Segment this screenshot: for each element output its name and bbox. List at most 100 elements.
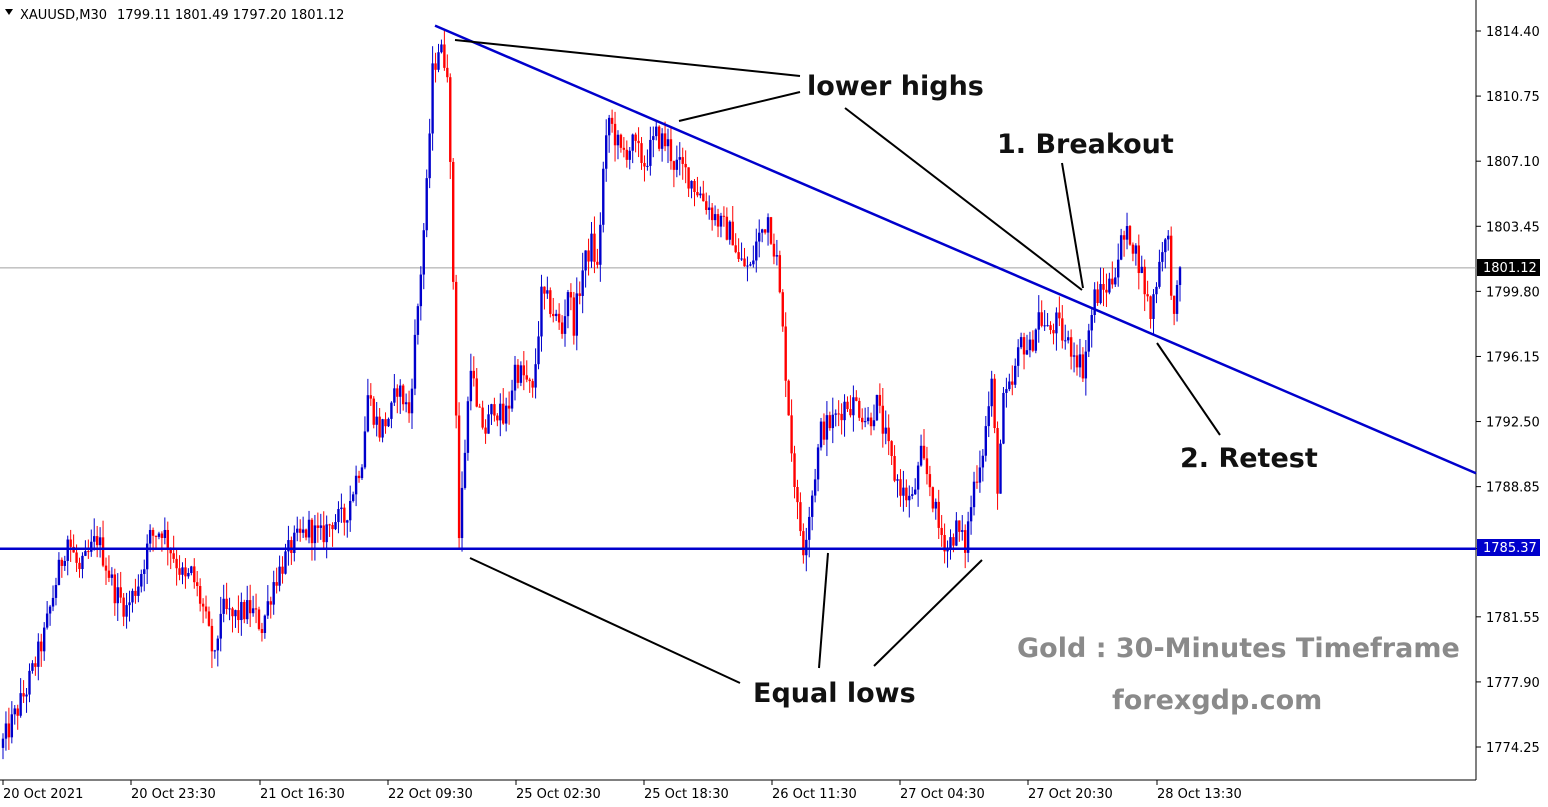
candle-body [825,415,829,440]
candle [493,397,496,422]
candle-body [531,381,534,388]
candle [372,396,375,429]
candle-body [178,568,181,575]
y-tick-label: 1788.85 [1486,481,1540,496]
candle [381,418,384,443]
candle [607,114,611,153]
candle [961,515,964,541]
candle-body [1143,266,1146,295]
candle [913,478,917,496]
candle [349,485,352,532]
candle [22,680,25,703]
candle-body [1093,289,1096,316]
candle-body [269,601,272,605]
candle-body [481,407,484,428]
x-tick-label: 20 Oct 23:30 [131,787,216,802]
candle-body [869,417,873,427]
candle [510,379,514,412]
x-tick-label: 25 Oct 02:30 [516,787,601,802]
candle-body [490,404,493,415]
candle-body [584,250,587,271]
candle [787,379,790,416]
candle-body [107,570,111,578]
candle [357,470,361,483]
candle-body [943,535,946,552]
candle [13,705,16,725]
candle [42,622,46,661]
candle [581,252,584,314]
candle-body [766,217,770,233]
candle [687,167,690,197]
candle-body [1049,325,1052,331]
candle-body [875,394,879,421]
candle-body [616,134,620,146]
candle-body [231,608,234,617]
candle-body [349,500,352,521]
candle [1125,212,1129,250]
candle [316,512,320,543]
candle-body [1028,339,1032,351]
candle-body [725,216,729,240]
candle-body [375,416,378,425]
candle [143,559,146,592]
candle [19,678,22,718]
candle [1175,280,1179,322]
candle [1105,273,1108,307]
dropdown-triangle-icon[interactable] [5,9,13,15]
candle-body [163,529,167,538]
candle [546,276,549,299]
candle-body [1169,235,1173,296]
candle-body [925,458,929,475]
candle-body [343,507,346,523]
candle [472,356,475,387]
candle [678,142,681,176]
candle [755,228,758,273]
candle-body [42,627,46,652]
candle-body [928,474,932,488]
candle-body [513,364,517,391]
candle-body [413,334,417,389]
candle [1090,307,1093,348]
candle [705,192,708,215]
candle [431,46,434,151]
candle-body [716,214,720,227]
candle [966,511,970,563]
candle-body [681,157,684,164]
candle-body [787,380,790,416]
candle-body [87,551,90,553]
lower-highs-arrow-3 [844,107,1083,291]
candle-body [802,531,805,556]
candle [525,360,528,383]
candle [840,403,843,435]
y-tick-label: 1807.10 [1486,155,1540,170]
candle-body [1172,295,1176,314]
candle [837,400,840,427]
candle-body [1022,337,1026,355]
candle [1061,305,1064,349]
candle-body [687,167,690,189]
candle-body [201,603,205,607]
candle-body [540,286,543,337]
candle-body [1099,284,1102,304]
descending-trendline[interactable] [434,24,1477,475]
candle-body [1,738,5,748]
candle-body [872,420,876,427]
candle [537,321,540,370]
candle [1096,281,1099,306]
candle-body [219,613,222,639]
candle-body [554,313,558,317]
equal-lows-label: Equal lows [753,678,916,709]
candle [778,250,782,294]
candle [481,400,484,430]
candle-body [1002,392,1005,444]
candle-body [113,574,117,604]
candle [566,289,570,329]
candle [652,126,655,158]
candle [1022,332,1026,370]
candle [90,529,93,557]
candle [1108,272,1111,295]
candle [881,388,885,448]
candle-body [260,629,264,633]
candle-body [731,221,734,246]
